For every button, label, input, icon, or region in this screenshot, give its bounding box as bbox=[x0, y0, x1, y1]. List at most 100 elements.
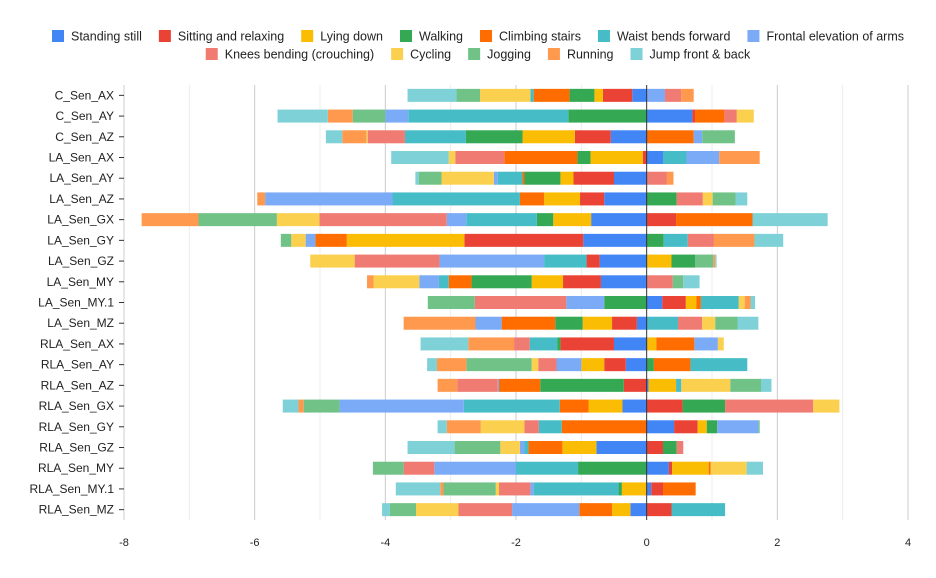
bar-segment bbox=[580, 192, 605, 206]
bar-segment bbox=[471, 275, 532, 289]
bar-segment bbox=[524, 441, 529, 454]
bar-segment bbox=[717, 420, 759, 434]
bar-segment bbox=[530, 482, 534, 496]
bar-segment bbox=[555, 316, 583, 330]
bar-segment bbox=[257, 192, 266, 206]
bar-segment bbox=[456, 88, 481, 102]
bar-segment bbox=[671, 503, 726, 517]
y-category-label: C_Sen_AX bbox=[55, 88, 114, 102]
bar-segment bbox=[715, 254, 717, 268]
legend-swatch bbox=[479, 30, 492, 42]
bar-segment bbox=[685, 296, 697, 309]
bar-segment bbox=[516, 461, 579, 475]
bar-segment bbox=[656, 337, 695, 351]
bar-segment bbox=[568, 109, 647, 123]
bar-segment bbox=[497, 378, 500, 392]
bar-segment bbox=[474, 296, 567, 309]
bar-segment bbox=[480, 88, 531, 102]
bar-segment bbox=[646, 461, 669, 475]
bar-segment bbox=[695, 109, 725, 123]
y-category-label: LA_Sen_GX bbox=[47, 213, 114, 227]
bar-segment bbox=[464, 233, 584, 247]
legend-swatch bbox=[468, 48, 481, 60]
bar-segment bbox=[392, 192, 520, 206]
bar-segment bbox=[522, 171, 525, 185]
bar-segment bbox=[706, 420, 718, 434]
bar-segment bbox=[416, 503, 459, 517]
x-tick-label: -8 bbox=[119, 537, 129, 549]
bar-segment bbox=[646, 441, 663, 454]
bar-segment bbox=[531, 275, 564, 289]
bar-segment bbox=[404, 130, 466, 144]
bar-segment bbox=[557, 337, 561, 351]
bar-segment bbox=[646, 88, 665, 102]
bar-segment bbox=[466, 213, 537, 227]
bar-segment bbox=[439, 254, 545, 268]
bar-segment bbox=[446, 213, 467, 227]
bar-segment bbox=[646, 254, 672, 268]
bar-segment bbox=[676, 441, 684, 454]
bar-segment bbox=[497, 171, 523, 185]
bar-segment bbox=[315, 233, 347, 247]
legend-label: Cycling bbox=[410, 48, 451, 62]
y-category-label: RLA_Sen_AY bbox=[41, 358, 114, 372]
bar-segment bbox=[750, 296, 756, 309]
bar-segment bbox=[614, 337, 647, 351]
bar-segment bbox=[663, 151, 687, 164]
bar-segment bbox=[672, 461, 709, 475]
legend-swatch bbox=[205, 48, 218, 60]
legend-label: Climbing stairs bbox=[499, 30, 581, 44]
y-category-label: RLA_Sen_MZ bbox=[39, 503, 114, 517]
bar-segment bbox=[446, 420, 481, 434]
bar-segment bbox=[566, 296, 605, 309]
bar-segment bbox=[683, 275, 700, 289]
bar-segment bbox=[280, 233, 292, 247]
bar-segment bbox=[738, 296, 745, 309]
bar-segment bbox=[327, 109, 353, 123]
bar-segment bbox=[614, 171, 647, 185]
bar-segment bbox=[528, 441, 563, 454]
bar-segment bbox=[407, 441, 455, 454]
bar-segment bbox=[697, 420, 707, 434]
bar-segment bbox=[372, 461, 404, 475]
bar-segment bbox=[455, 151, 505, 164]
bar-segment bbox=[538, 420, 562, 434]
bar-segment bbox=[646, 233, 664, 247]
bar-segment bbox=[582, 316, 613, 330]
bar-segment bbox=[367, 130, 405, 144]
bar-segment bbox=[678, 316, 703, 330]
x-tick-label: 2 bbox=[774, 537, 780, 549]
bar-segment bbox=[758, 420, 760, 434]
bar-segment bbox=[342, 130, 367, 144]
bar-segment bbox=[436, 358, 467, 372]
bar-segment bbox=[540, 378, 624, 392]
y-category-label: RLA_Sen_GX bbox=[39, 399, 114, 413]
bar-segment bbox=[419, 275, 439, 289]
bar-segment bbox=[672, 275, 684, 289]
bar-segment bbox=[504, 151, 578, 164]
bar-segment bbox=[602, 88, 633, 102]
bar-segment bbox=[519, 192, 545, 206]
y-category-label: RLA_Sen_MY bbox=[38, 461, 114, 475]
bar-segment bbox=[746, 461, 763, 475]
legend: Standing still Sitting and relaxing Lying … bbox=[52, 30, 904, 62]
bar-segment bbox=[354, 254, 440, 268]
bar-segment bbox=[604, 296, 647, 309]
bar-segment bbox=[141, 213, 199, 227]
legend-swatch bbox=[747, 30, 760, 42]
y-category-label: RLA_Sen_AX bbox=[40, 337, 114, 351]
bar-segment bbox=[599, 254, 647, 268]
bar-segment bbox=[495, 482, 500, 496]
bar-segment bbox=[556, 358, 582, 372]
bar-segment bbox=[695, 254, 714, 268]
bar-segment bbox=[717, 337, 724, 351]
legend-label: Jump front & back bbox=[650, 48, 751, 62]
bar-segment bbox=[590, 151, 643, 164]
x-tick-label: -6 bbox=[250, 537, 260, 549]
bar-segment bbox=[407, 88, 457, 102]
bars bbox=[141, 88, 840, 517]
bar-segment bbox=[668, 461, 673, 475]
y-axis-category-labels: C_Sen_AX C_Sen_AY C_Sen_AZ LA_Sen_AX LA_Sen_… bbox=[29, 88, 124, 517]
bar-segment bbox=[389, 503, 417, 517]
